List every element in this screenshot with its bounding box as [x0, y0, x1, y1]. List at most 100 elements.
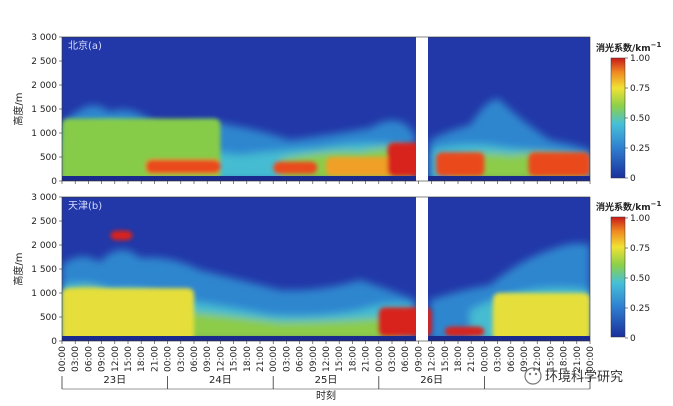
y-tick-label: 2 000 [31, 241, 57, 251]
x-tick-label: 03:00 [71, 346, 81, 372]
day-label: 24日 [209, 375, 232, 386]
x-tick-label: 12:00 [322, 346, 332, 372]
colorbar-b: 消光系数/km−1 0 0.25 0.50 0.75 1.00 [596, 200, 662, 344]
panel-b-layer [62, 288, 194, 341]
y-tick-label: 1 000 [31, 129, 57, 139]
panel-a-layer [145, 159, 221, 174]
panel-a-label: 北京(a) [68, 39, 102, 52]
x-axis: 00:00 03:00 06:00 09:00 12:00 15:00 18:00 21:00… [58, 181, 596, 372]
colorbar-tick-label: 0.25 [630, 304, 650, 314]
y-tick-label: 3 000 [31, 33, 57, 43]
x-tick-label: 03:00 [177, 346, 187, 372]
y-tick-label: 1 500 [31, 265, 57, 275]
colorbar-b-scale [610, 216, 626, 338]
day-label: 26日 [420, 375, 443, 386]
x-tick-label: 00:00 [375, 346, 385, 372]
panel-a-y-label: 高度/m [12, 92, 25, 125]
panel-a-layer [387, 142, 423, 177]
x-tick-label: 12:00 [428, 346, 438, 372]
colorbar-a: 消光系数/km−1 0 0.25 0.50 0.75 1.00 [596, 41, 662, 184]
x-tick-label: 09:00 [520, 346, 530, 372]
x-tick-label: 03:00 [494, 346, 504, 372]
y-tick-label: 3 000 [31, 193, 57, 203]
x-tick-label: 00:00 [586, 346, 596, 372]
panel-a-layer [436, 152, 485, 177]
panel-b-y-label: 高度/m [12, 252, 25, 285]
colorbar-a-title: 消光系数/km−1 [596, 41, 662, 54]
x-tick-label: 06:00 [507, 346, 517, 372]
colorbar-tick-label: 0.50 [630, 274, 650, 284]
x-tick-label: 09:00 [414, 346, 424, 372]
x-tick-label: 06:00 [190, 346, 200, 372]
x-axis-label: 时刻 [316, 389, 336, 402]
x-tick-label: 21:00 [362, 346, 372, 372]
panel-a-field [62, 99, 590, 181]
x-tick-label: 00:00 [58, 346, 68, 372]
x-tick-label: 12:00 [533, 346, 543, 372]
y-tick-label: 0 [51, 177, 57, 187]
x-axis-days: 23日 24日 25日 26日 [61, 375, 591, 390]
x-tick-label: 03:00 [282, 346, 292, 372]
x-tick-label: 12:00 [111, 346, 121, 372]
x-tick-label: 00:00 [164, 346, 174, 372]
panel-b-field [62, 230, 590, 341]
panel-b-y-axis: 0 500 1 000 1 500 2 000 2 500 3 000 [31, 193, 62, 347]
panel-b-layer [110, 230, 133, 241]
panel-a-layer [528, 152, 590, 177]
colorbar-tick-label: 0.75 [630, 84, 650, 94]
colorbar-tick-label: 1.00 [630, 214, 650, 224]
watermark: 环境科学研究 [524, 367, 623, 385]
y-tick-label: 0 [51, 337, 57, 347]
x-tick-label: 15:00 [335, 346, 345, 372]
x-tick-label: 06:00 [401, 346, 411, 372]
x-tick-label: 06:00 [84, 346, 94, 372]
y-tick-label: 500 [40, 313, 57, 323]
x-tick-label: 12:00 [216, 346, 226, 372]
x-tick-label: 18:00 [560, 346, 570, 372]
y-tick-label: 2 500 [31, 217, 57, 227]
colorbar-tick-label: 0.75 [630, 244, 650, 254]
x-tick-label: 15:00 [124, 346, 134, 372]
wechat-logo-icon [524, 367, 542, 385]
x-tick-label: 15:00 [230, 346, 240, 372]
x-tick-label: 21:00 [256, 346, 266, 372]
colorbar-tick-label: 0 [630, 174, 636, 184]
x-tick-label: 03:00 [388, 346, 398, 372]
x-tick-label: 00:00 [269, 346, 279, 372]
day-label: 25日 [315, 375, 338, 386]
x-tick-label: 09:00 [98, 346, 108, 372]
x-tick-label: 18:00 [243, 346, 253, 372]
x-tick-label: 15:00 [441, 346, 451, 372]
y-tick-label: 2 500 [31, 57, 57, 67]
x-tick-label: 18:00 [454, 346, 464, 372]
panel-b-layer [444, 326, 485, 337]
x-tick-label: 00:00 [480, 346, 490, 372]
x-tick-label: 21:00 [150, 346, 160, 372]
colorbar-tick-label: 1.00 [630, 54, 650, 64]
y-tick-label: 2 000 [31, 81, 57, 91]
y-tick-label: 500 [40, 153, 57, 163]
x-tick-label: 09:00 [309, 346, 319, 372]
panel-b-data-gap [416, 197, 428, 343]
watermark-text: 环境科学研究 [545, 369, 623, 385]
panel-b-layer [493, 293, 590, 341]
panel-a-data-gap [416, 37, 428, 183]
colorbar-a-scale [610, 57, 626, 179]
x-tick-label: 06:00 [296, 346, 306, 372]
colorbar-tick-label: 0.50 [630, 114, 650, 124]
panel-a-y-axis: 0 500 1 000 1 500 2 000 2 500 3 000 [31, 33, 62, 187]
panel-a: 北京(a) 0 500 1 000 1 500 2 000 2 500 3 000 高度/m [12, 33, 591, 187]
colorbar-b-title: 消光系数/km−1 [596, 200, 662, 213]
x-tick-label: 15:00 [546, 346, 556, 372]
x-tick-label: 21:00 [573, 346, 583, 372]
x-tick-label: 18:00 [137, 346, 147, 372]
panel-a-layer [273, 161, 318, 174]
panel-b: 天津(b) 0 500 1 000 1 500 2 000 2 500 3 000 高度/m [12, 193, 591, 347]
day-label: 23日 [103, 375, 126, 386]
panel-b-label: 天津(b) [68, 200, 102, 212]
y-tick-label: 1 500 [31, 105, 57, 115]
x-tick-label: 21:00 [467, 346, 477, 372]
colorbar-tick-label: 0.25 [630, 144, 650, 154]
x-tick-label: 09:00 [203, 346, 213, 372]
